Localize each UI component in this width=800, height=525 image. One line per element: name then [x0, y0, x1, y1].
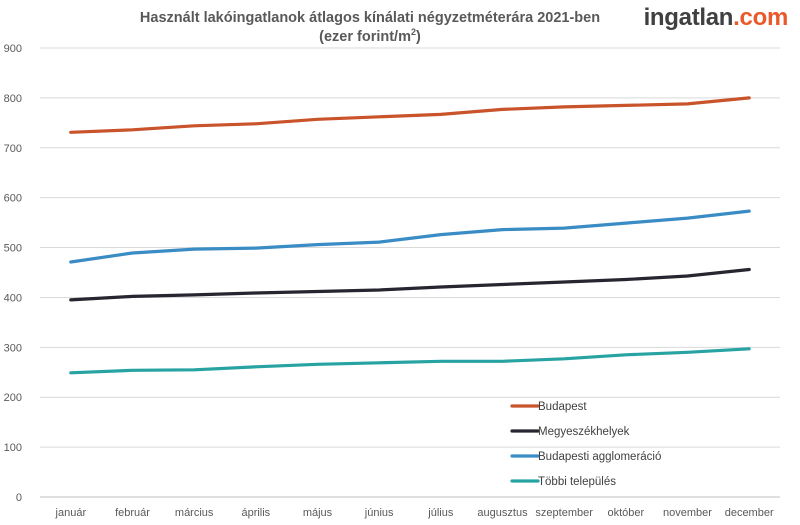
logo-part-1: ingatlan [643, 4, 734, 31]
x-tick-label: szeptember [535, 507, 593, 519]
subtitle-end: ) [416, 29, 421, 45]
chart-title-block: Használt lakóingatlanok átlagos kínálati… [120, 9, 620, 47]
y-tick-label: 800 [4, 93, 22, 105]
series-line [69, 209, 751, 264]
x-tick-label: április [241, 507, 270, 519]
legend-label: Megyeszékhelyek [538, 426, 630, 438]
x-tick-label: március [175, 507, 214, 519]
legend-label: Többi település [538, 476, 616, 488]
x-tick-label: január [55, 507, 87, 519]
y-tick-label: 900 [4, 43, 22, 55]
x-tick-label: február [115, 507, 150, 519]
x-tick-label: október [607, 507, 644, 519]
legend-label: Budapesti agglomeráció [538, 451, 661, 463]
y-tick-label: 200 [4, 392, 22, 404]
x-tick-label: november [663, 507, 712, 519]
subtitle-main: (ezer forint/m [319, 29, 411, 45]
y-tick-label: 400 [4, 292, 22, 304]
subtitle-superscript: 2 [410, 27, 416, 38]
series-line [69, 347, 751, 375]
chart-subtitle: (ezer forint/m2) [120, 28, 620, 47]
gridlines [40, 47, 780, 498]
x-tick-label: július [427, 507, 454, 519]
y-tick-label: 0 [16, 492, 22, 504]
y-tick-label: 700 [4, 143, 22, 155]
y-tick-label: 300 [4, 342, 22, 354]
x-tick-label: május [303, 507, 333, 519]
y-tick-label: 600 [4, 193, 22, 205]
chart-title: Használt lakóingatlanok átlagos kínálati… [139, 10, 601, 26]
ingatlan-logo: ingatlan.com [643, 4, 789, 32]
x-tick-label: december [725, 507, 774, 519]
y-tick-label: 100 [4, 442, 22, 454]
logo-part-2: .com [733, 4, 788, 31]
series-line [69, 267, 751, 302]
y-tick-label: 500 [4, 243, 22, 255]
x-tick-label: június [364, 507, 394, 519]
legend-label: Budapest [538, 401, 587, 413]
series-line [69, 96, 751, 134]
x-tick-label: augusztus [477, 507, 528, 519]
